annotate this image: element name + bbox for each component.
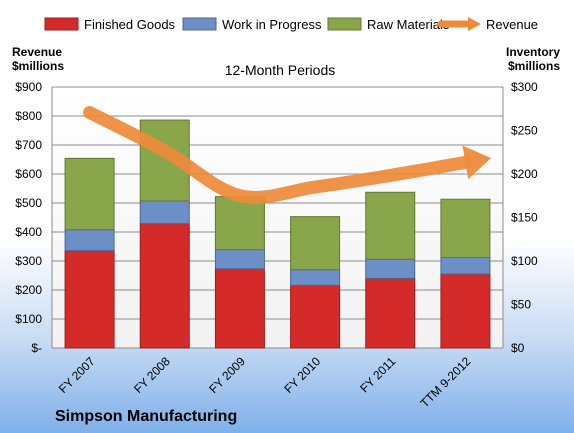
- legend-label: Work in Progress: [222, 17, 322, 32]
- left-tick-label: $700: [15, 138, 42, 152]
- left-tick-label: $100: [15, 312, 42, 326]
- bar-segment: [440, 257, 491, 275]
- chart-subtitle: 12-Month Periods: [225, 62, 336, 78]
- x-tick-label: TTM 9-2012: [417, 354, 473, 410]
- right-tick-label: $50: [511, 298, 531, 312]
- right-axis-ticks: $0 $50 $100 $150 $200 $250 $300: [511, 80, 538, 355]
- left-axis-ticks: $- $100 $200 $300 $400 $500 $600 $700 $800 $900: [15, 80, 42, 355]
- revenue-line-path: [83, 106, 472, 204]
- bar-segment: [290, 269, 341, 286]
- legend-swatch: [44, 17, 79, 31]
- bar-segment: [139, 119, 190, 202]
- company-name: Simpson Manufacturing: [55, 408, 237, 425]
- bar-segment: [214, 249, 265, 270]
- bar-segment: [214, 268, 265, 349]
- right-tick-label: $0: [511, 341, 525, 355]
- left-tick-label: $600: [15, 167, 42, 181]
- bars: [64, 119, 491, 349]
- bar-segment: [64, 157, 115, 231]
- x-tick-label: FY 2009: [206, 354, 248, 396]
- left-tick-label: $-: [31, 341, 42, 355]
- x-tick-label: FY 2007: [56, 354, 98, 396]
- left-tick-label: $500: [15, 196, 42, 210]
- right-axis-title: $millions: [508, 59, 560, 73]
- right-tick-label: $200: [511, 167, 538, 181]
- x-tick-label: FY 2008: [131, 354, 173, 396]
- bar-segment: [139, 200, 190, 225]
- right-tick-label: $100: [511, 254, 538, 268]
- bar-segment: [64, 229, 115, 252]
- revenue-arrowhead: [462, 145, 492, 180]
- x-axis-ticks: FY 2007 FY 2008 FY 2009 FY 2010 FY 2011 TTM 9…: [56, 354, 474, 410]
- legend: Finished Goods Work in Progress Raw Materi…: [44, 17, 538, 32]
- right-tick-label: $150: [511, 211, 538, 225]
- left-tick-label: $900: [15, 80, 42, 94]
- bar-segment: [214, 196, 265, 251]
- left-tick-label: $800: [15, 109, 42, 123]
- left-axis-title: $millions: [12, 59, 64, 73]
- revenue-line: [83, 106, 492, 204]
- x-tick-label: FY 2010: [281, 354, 323, 396]
- legend-label: Raw Materials: [367, 17, 450, 32]
- bar-segment: [440, 198, 491, 259]
- bar-segment: [365, 277, 416, 349]
- x-tick-label: FY 2011: [357, 354, 398, 395]
- left-tick-label: $200: [15, 283, 42, 297]
- left-tick-label: $400: [15, 225, 42, 239]
- left-tick-label: $300: [15, 254, 42, 268]
- legend-swatch: [182, 17, 217, 31]
- bar-segment: [139, 223, 190, 349]
- legend-swatch: [327, 17, 362, 31]
- bar-segment: [64, 250, 115, 349]
- legend-arrow-revenue: [468, 17, 481, 31]
- legend-label: Revenue: [486, 17, 538, 32]
- bar-segment: [365, 258, 416, 279]
- right-tick-label: $250: [511, 124, 538, 138]
- right-axis-title: Inventory: [506, 45, 560, 59]
- left-axis-title: Revenue: [12, 45, 62, 59]
- bar-segment: [290, 284, 341, 349]
- bar-segment: [440, 273, 491, 349]
- right-tick-label: $300: [511, 80, 538, 94]
- legend-label: Finished Goods: [84, 17, 176, 32]
- bar-segment: [290, 216, 341, 271]
- bar-segment: [365, 191, 416, 260]
